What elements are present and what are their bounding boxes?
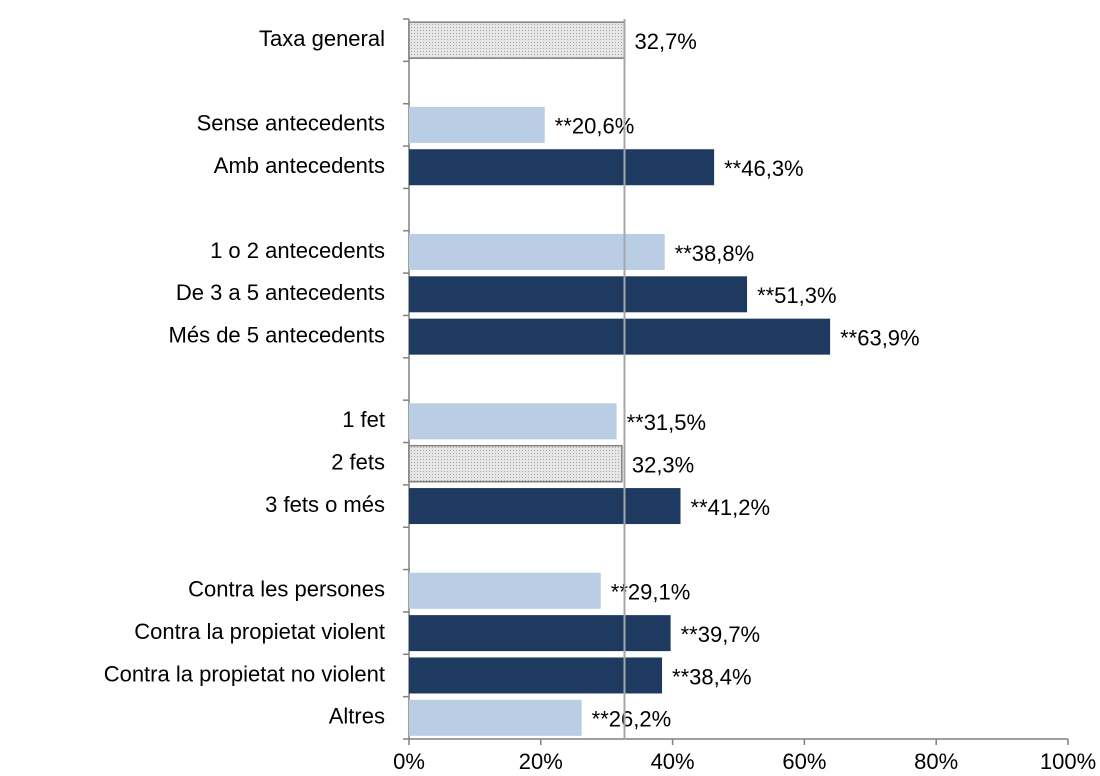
bar (409, 106, 545, 143)
x-tick-label: 0% (393, 749, 425, 774)
y-tick-label: De 3 a 5 antecedents (176, 280, 385, 305)
value-label: **26,2% (592, 707, 672, 732)
x-tick-label: 40% (651, 749, 695, 774)
bar (409, 233, 665, 270)
y-tick-label: 1 o 2 antecedents (210, 238, 385, 263)
value-label: 32,7% (634, 29, 696, 54)
x-tick-label: 100% (1040, 749, 1096, 774)
y-tick-label: Sense antecedents (197, 111, 385, 136)
bar (408, 444, 623, 483)
bar (409, 276, 748, 313)
x-tick-label: 80% (914, 749, 958, 774)
value-label: **31,5% (627, 410, 707, 435)
value-label: **51,3% (757, 283, 837, 308)
bar (409, 572, 601, 609)
value-label: **38,8% (675, 241, 755, 266)
x-tick-label: 60% (782, 749, 826, 774)
value-label: **38,4% (672, 664, 752, 689)
y-tick-label: Amb antecedents (214, 153, 385, 178)
bar (409, 615, 671, 652)
bar (408, 21, 626, 59)
bar (409, 403, 617, 440)
value-label: **46,3% (724, 156, 804, 181)
bar (409, 657, 663, 694)
bar (409, 318, 831, 355)
bar (409, 488, 681, 525)
bar (409, 699, 582, 736)
y-tick-label: 2 fets (331, 450, 385, 475)
y-tick-label: 3 fets o més (265, 492, 385, 517)
bar (409, 149, 715, 186)
y-tick-label: Contra la propietat violent (134, 619, 385, 644)
y-tick-label: Més de 5 antecedents (169, 322, 385, 347)
y-tick-label: Altres (329, 704, 385, 729)
value-label: 32,3% (632, 453, 694, 478)
value-label: **63,9% (840, 325, 920, 350)
y-tick-label: Taxa general (259, 26, 385, 51)
y-tick-label: 1 fet (342, 407, 385, 432)
y-tick-label: Contra les persones (188, 577, 385, 602)
y-tick-label: Contra la propietat no violent (104, 661, 385, 686)
value-label: **41,2% (691, 495, 771, 520)
value-label: **29,1% (611, 580, 691, 605)
x-tick-label: 20% (519, 749, 563, 774)
value-label: **39,7% (681, 622, 761, 647)
value-label: **20,6% (555, 114, 635, 139)
